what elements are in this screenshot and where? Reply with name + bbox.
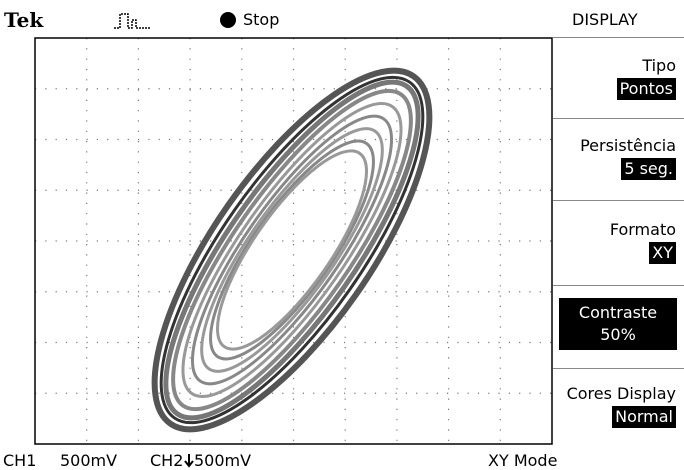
ch2-label: CH2 xyxy=(150,453,183,469)
menu-label: Cores Display xyxy=(553,382,684,406)
separator xyxy=(553,285,684,286)
menu-value: 5 seg. xyxy=(621,158,676,180)
menu-label: Tipo xyxy=(553,54,684,78)
ch2-scale: 500mV xyxy=(194,453,251,469)
menu-label: Contraste xyxy=(559,302,677,324)
ch1-scale: 500mV xyxy=(60,453,117,469)
separator xyxy=(553,118,684,119)
menu-item[interactable]: Contraste 50% xyxy=(553,298,684,350)
menu-title: DISPLAY xyxy=(572,12,638,28)
separator xyxy=(553,37,684,38)
separator xyxy=(553,368,684,369)
graticule xyxy=(0,0,553,446)
menu-value: Pontos xyxy=(617,78,676,100)
separator xyxy=(553,200,684,201)
menu-item[interactable]: Cores Display Normal xyxy=(553,382,684,428)
menu-item[interactable]: Tipo Pontos xyxy=(553,54,684,100)
menu-item[interactable]: Persistência 5 seg. xyxy=(553,134,684,180)
menu-label: Persistência xyxy=(553,134,684,158)
menu-label: Formato xyxy=(553,218,684,242)
menu-value: XY xyxy=(649,242,676,264)
menu-value: 50% xyxy=(559,324,677,346)
coupling-icon xyxy=(184,453,194,469)
mode: XY Mode xyxy=(488,453,557,469)
xy-trace xyxy=(107,32,478,446)
ch1-label: CH1 xyxy=(3,453,36,469)
menu-item[interactable]: Formato XY xyxy=(553,218,684,264)
oscilloscope-screen: Tek Stop DISPLAY Tipo Pontos Persistênci… xyxy=(0,0,684,470)
menu-value: Normal xyxy=(612,406,676,428)
